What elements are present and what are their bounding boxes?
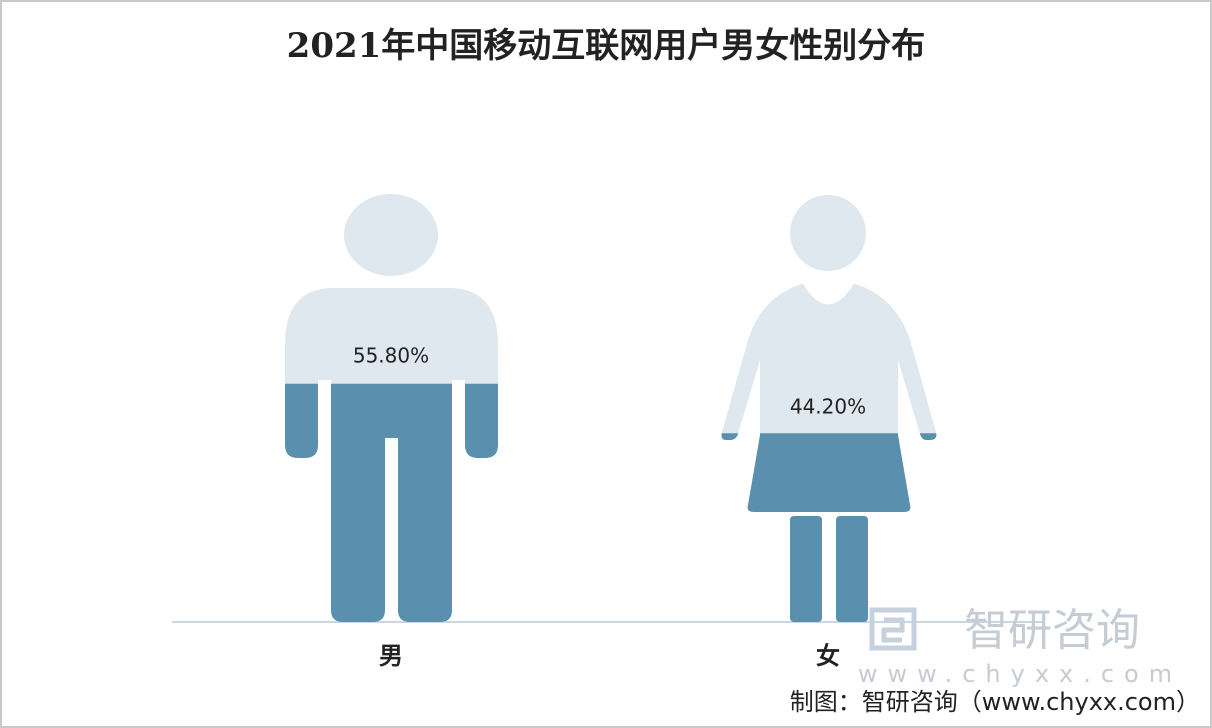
category-label: 男 [379, 642, 403, 670]
figure-part [285, 383, 498, 622]
value-label: 44.20% [790, 395, 866, 419]
neckline [803, 281, 854, 305]
figure-part [790, 516, 822, 622]
watermark-logo [869, 607, 917, 651]
figure-part [344, 194, 438, 276]
source: 制图：智研咨询（www.chyxx.com） [790, 688, 1200, 716]
category-label: 女 [816, 642, 840, 670]
figure-fill [285, 383, 498, 622]
figure-part [836, 516, 868, 622]
figure-fill [721, 433, 937, 622]
figure-part [721, 433, 937, 512]
watermark-name: 智研咨询 [964, 605, 1140, 656]
chart-title: 2021年中国移动互联网用户男女性别分布 [287, 26, 926, 66]
figure-part [790, 195, 866, 271]
value-label: 55.80% [353, 344, 429, 368]
watermark-url: www.chyxx.com [858, 660, 1182, 688]
